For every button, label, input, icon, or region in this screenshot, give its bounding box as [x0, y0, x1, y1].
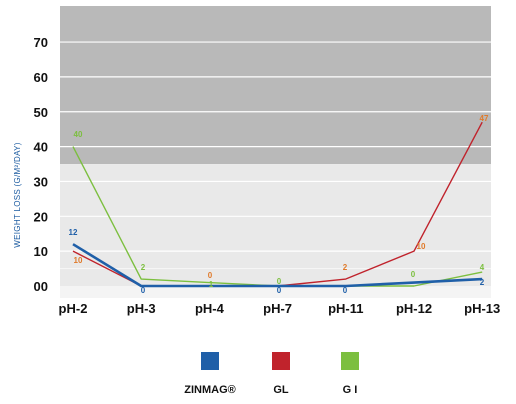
x-tick-label: pH-12: [396, 301, 432, 316]
data-label: 0: [277, 286, 282, 295]
series-lines: [72, 121, 483, 288]
plot-band-light: [60, 164, 491, 286]
x-tick-label: pH-2: [59, 301, 88, 316]
data-label: 0: [411, 270, 416, 279]
y-tick-label: 30: [34, 174, 48, 189]
plot-band-base: [60, 286, 491, 298]
data-label: 47: [480, 114, 489, 123]
y-axis-label: WEIGHT LOSS (G/M²/DAY): [13, 142, 22, 247]
legend-label: ZINMAG®: [184, 384, 236, 396]
plot-background: [60, 6, 491, 298]
x-tick-label: pH-11: [328, 301, 363, 316]
data-label: 0: [208, 271, 213, 280]
y-tick-label: 10: [34, 244, 48, 259]
plot-band-dark: [60, 6, 491, 165]
y-tick-label: 60: [34, 70, 48, 85]
y-tick-label: 40: [34, 140, 48, 155]
y-tick-label: 50: [34, 105, 48, 120]
data-label: 10: [74, 256, 83, 265]
data-label: 40: [74, 130, 83, 139]
legend: ZINMAG® GL G I: [184, 352, 359, 396]
series-line: [72, 243, 483, 288]
y-tick-label: 20: [34, 209, 48, 224]
legend-swatch: [201, 352, 219, 370]
legend-label: GL: [273, 384, 289, 396]
data-label: 1: [209, 280, 214, 289]
data-label: 0: [141, 286, 146, 295]
x-tick-label: pH-7: [263, 301, 292, 316]
y-tick-label: 00: [34, 279, 48, 294]
data-label: 2: [480, 278, 485, 287]
x-axis-ticks: pH-2 pH-3 pH-4 pH-7 pH-11 pH-12 pH-13: [59, 301, 501, 316]
data-label: 2: [343, 263, 348, 272]
legend-swatch: [272, 352, 290, 370]
data-label: 10: [417, 242, 426, 251]
y-tick-label: 70: [34, 35, 48, 50]
legend-swatch: [341, 352, 359, 370]
legend-label: G I: [343, 384, 358, 396]
data-label: 4: [480, 263, 485, 272]
x-tick-label: pH-13: [464, 301, 500, 316]
data-label: 12: [69, 228, 78, 237]
y-axis-ticks: 00 10 20 30 40 50 60 70: [34, 35, 48, 294]
x-tick-label: pH-3: [127, 301, 156, 316]
x-tick-label: pH-4: [195, 301, 225, 316]
data-label: 0: [343, 286, 348, 295]
data-label: 0: [277, 277, 282, 286]
data-label: 2: [141, 263, 146, 272]
